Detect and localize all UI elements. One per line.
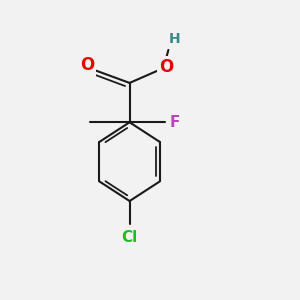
Text: H: H xyxy=(169,32,181,46)
Text: F: F xyxy=(169,115,180,130)
Text: O: O xyxy=(159,58,173,76)
Text: Cl: Cl xyxy=(122,230,138,245)
Text: O: O xyxy=(80,56,94,74)
